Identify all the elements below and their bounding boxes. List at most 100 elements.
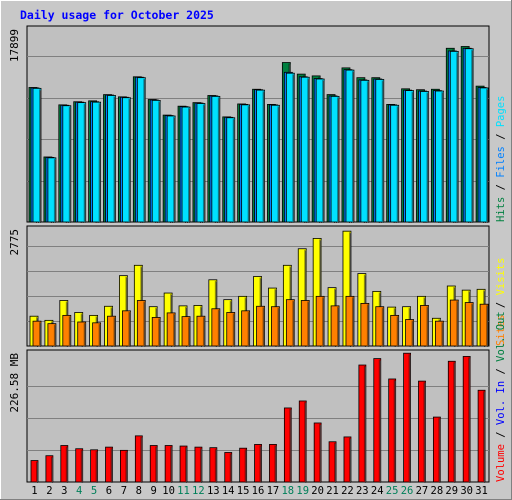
bar-volume-volume-day-16	[254, 444, 262, 483]
bar-visits-sites-day-13	[211, 308, 221, 347]
bar-visits-sites-day-6	[107, 315, 116, 347]
bar-hits-pages-day-21	[330, 95, 340, 223]
x-tick-label-21: 21	[326, 485, 339, 497]
bar-hits-pages-day-9	[151, 99, 161, 223]
bar-volume-volume-day-26	[403, 352, 411, 483]
bar-hits-pages-day-19	[300, 76, 310, 224]
bar-visits-sites-day-7	[122, 310, 131, 347]
x-tick-label-17: 17	[267, 485, 280, 497]
bar-visits-sites-day-1	[32, 320, 42, 347]
bar-volume-volume-day-10	[164, 445, 173, 483]
bar-volume-volume-day-11	[179, 445, 188, 483]
bar-visits-sites-day-3	[62, 314, 72, 347]
legend-hits: Hits / Files / Pages	[495, 96, 507, 222]
bar-volume-volume-day-17	[269, 444, 277, 483]
chart-panels: 17899 2775 226.58 MB	[8, 25, 490, 483]
bar-volume-volume-day-21	[328, 441, 337, 483]
bar-visits-sites-day-29	[449, 299, 459, 347]
bar-visits-sites-day-27	[420, 305, 429, 347]
bar-hits-pages-day-30	[464, 48, 474, 223]
bar-volume-volume-day-18	[283, 407, 292, 483]
bar-visits-sites-day-4	[77, 321, 87, 347]
x-tick-label-29: 29	[445, 485, 458, 497]
bar-hits-pages-day-13	[211, 95, 221, 223]
bar-volume-volume-day-19	[298, 400, 307, 483]
bar-volume-volume-day-9	[149, 445, 158, 483]
bar-hits-pages-day-11	[181, 106, 191, 223]
legend-volume: Volume / Vol. In / Vol. Out	[495, 311, 507, 482]
bar-volume-volume-day-24	[373, 358, 382, 483]
bar-volume-volume-day-28	[432, 416, 441, 483]
bar-visits-sites-day-21	[330, 305, 340, 347]
x-tick-label-25: 25	[386, 485, 399, 497]
bar-hits-pages-day-8	[136, 77, 146, 223]
x-tick-label-11: 11	[177, 485, 190, 497]
x-tick-label-6: 6	[106, 485, 112, 497]
bar-volume-volume-day-13	[209, 447, 218, 483]
bar-hits-pages-day-10	[166, 115, 176, 223]
x-tick-label-28: 28	[431, 485, 444, 497]
bar-volume-volume-day-30	[462, 356, 471, 483]
bar-volume-volume-day-8	[134, 435, 143, 483]
bar-volume-volume-day-1	[30, 460, 39, 483]
bar-visits-sites-day-17	[271, 306, 280, 347]
legend-entry-volume: Volume	[495, 444, 507, 482]
x-tick-label-23: 23	[356, 485, 369, 497]
bar-hits-pages-day-29	[449, 50, 459, 224]
x-tick-label-12: 12	[192, 485, 205, 497]
bar-visits-sites-day-30	[464, 302, 474, 347]
bar-visits-sites-day-10	[166, 312, 176, 347]
x-tick-label-20: 20	[311, 485, 324, 497]
bar-hits-pages-day-31	[479, 87, 489, 223]
bar-hits-pages-day-1	[32, 87, 42, 223]
legend-entry-sites: Sites	[495, 314, 507, 346]
x-tick-label-26: 26	[401, 485, 414, 497]
bar-volume-volume-day-25	[388, 378, 397, 483]
bar-volume-volume-day-31	[477, 389, 486, 483]
panel-visits-max-label: 2775	[8, 229, 21, 256]
x-tick-label-15: 15	[237, 485, 250, 497]
bar-hits-pages-day-24	[375, 79, 385, 223]
bar-hits-pages-day-7	[122, 97, 131, 223]
bar-hits-pages-day-2	[47, 157, 57, 223]
bar-hits-pages-day-27	[420, 91, 429, 224]
bar-hits-pages-day-3	[62, 105, 72, 223]
bar-volume-volume-day-23	[358, 364, 367, 483]
x-tick-label-22: 22	[341, 485, 354, 497]
x-tick-label-1: 1	[31, 485, 37, 497]
bar-visits-sites-day-19	[300, 300, 310, 347]
x-tick-label-2: 2	[46, 485, 52, 497]
panel-visits: 2775	[8, 225, 490, 347]
bar-hits-pages-day-20	[315, 78, 325, 223]
bar-hits-pages-day-4	[77, 102, 87, 223]
bar-volume-volume-day-22	[343, 436, 352, 483]
x-tick-label-30: 30	[460, 485, 473, 497]
x-tick-label-10: 10	[162, 485, 175, 497]
chart-title: Daily usage for October 2025	[20, 8, 214, 22]
x-tick-label-18: 18	[281, 485, 294, 497]
bar-visits-sites-day-18	[285, 299, 295, 347]
legend-entry-pages: Pages	[495, 96, 507, 128]
bar-hits-pages-day-6	[107, 95, 116, 223]
x-tick-label-14: 14	[222, 485, 235, 497]
bar-hits-pages-day-25	[390, 104, 400, 223]
legend-entry-visits: Visits	[495, 257, 507, 295]
x-tick-label-19: 19	[296, 485, 309, 497]
x-axis-labels: 1 2 3 4 5 6 7 8 9 10 11 12 13 14 15 16 17 18 19 20 21 22 23 24 2…	[31, 485, 488, 497]
x-tick-label-13: 13	[207, 485, 220, 497]
x-tick-label-5: 5	[91, 485, 97, 497]
bar-visits-sites-day-2	[47, 323, 57, 347]
bar-visits-sites-day-25	[390, 314, 400, 347]
bar-visits-sites-day-8	[136, 300, 146, 347]
bar-visits-sites-day-22	[345, 295, 355, 347]
bar-visits-sites-day-15	[241, 310, 251, 347]
legend-entry-files: Files	[495, 146, 507, 178]
x-tick-label-16: 16	[252, 485, 265, 497]
legend-visits: Sites / Visits	[495, 257, 507, 346]
bar-hits-pages-day-16	[256, 89, 265, 224]
bar-visits-sites-day-16	[256, 305, 265, 347]
bar-hits-pages-day-22	[345, 69, 355, 223]
bar-volume-volume-day-5	[90, 449, 99, 483]
bar-volume-volume-day-29	[447, 360, 456, 483]
